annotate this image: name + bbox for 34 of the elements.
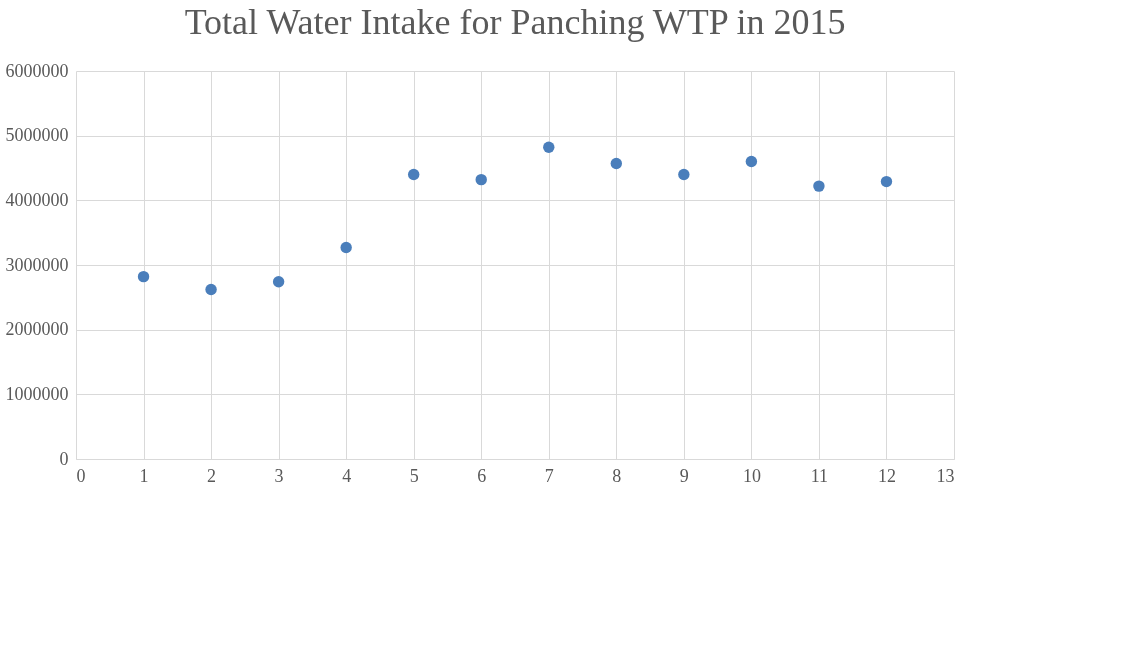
x-tick-label: 11 bbox=[810, 465, 829, 486]
y-tick-label: 0 bbox=[59, 448, 69, 469]
x-tick-label: 12 bbox=[877, 465, 896, 486]
x-tick-label: 6 bbox=[477, 465, 487, 486]
point bbox=[475, 173, 487, 186]
point bbox=[340, 241, 352, 254]
chart-title: Total Water Intake for Panching WTP in 2015 bbox=[184, 2, 846, 42]
x-tick-label: 10 bbox=[742, 465, 761, 486]
x-tick-label: 5 bbox=[409, 465, 419, 486]
point bbox=[272, 276, 285, 288]
point bbox=[880, 175, 893, 188]
point bbox=[205, 283, 217, 296]
x-tick-label: 4 bbox=[342, 465, 352, 486]
point bbox=[543, 141, 555, 153]
point bbox=[745, 155, 758, 168]
y-tick-label: 6000000 bbox=[5, 60, 69, 81]
y-tick-label: 4000000 bbox=[5, 189, 69, 210]
y-tick-label: 5000000 bbox=[5, 125, 69, 146]
point bbox=[678, 168, 690, 181]
x-tick-label: 0 bbox=[76, 465, 86, 486]
x-tick-label: 2 bbox=[207, 465, 217, 486]
x-tick-label: 9 bbox=[679, 465, 689, 486]
y-tick-label: 1000000 bbox=[5, 383, 69, 404]
x-tick-label: 1 bbox=[139, 465, 149, 486]
y-tick-label: 3000000 bbox=[5, 254, 69, 275]
point bbox=[137, 270, 150, 283]
x-tick-label: 8 bbox=[612, 465, 622, 486]
y-tick-label: 2000000 bbox=[5, 319, 69, 340]
point bbox=[407, 168, 420, 181]
point bbox=[813, 180, 825, 192]
x-tick-label: 7 bbox=[544, 465, 554, 486]
point bbox=[610, 157, 623, 170]
x-tick-label: 3 bbox=[274, 465, 284, 486]
x-tick-label: 13 bbox=[936, 465, 955, 486]
